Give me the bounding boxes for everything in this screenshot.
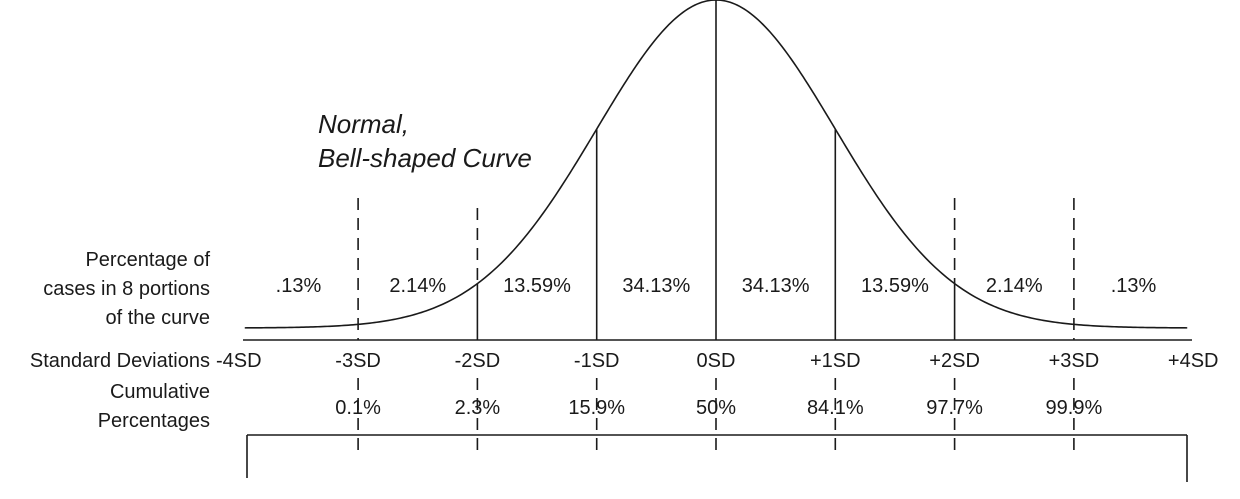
percentage-label-line-1: Percentage of bbox=[85, 249, 210, 271]
sd-tick-label: +2SD bbox=[929, 350, 980, 372]
cumulative-percentage-label: 2.3% bbox=[455, 397, 501, 419]
cumulative-percentage-label: 15.9% bbox=[568, 397, 625, 419]
cumulative-label-line-1: Cumulative bbox=[110, 381, 210, 403]
sd-tick-label: -1SD bbox=[574, 350, 620, 372]
sd-tick-label: -3SD bbox=[335, 350, 381, 372]
bell-curve bbox=[244, 0, 1188, 329]
cumulative-percentage-label: 99.9% bbox=[1046, 397, 1103, 419]
cumulative-axis bbox=[246, 378, 1188, 482]
standard-deviations-label: Standard Deviations bbox=[30, 350, 210, 372]
sd-tick-label: -2SD bbox=[455, 350, 501, 372]
portion-percentage: .13% bbox=[276, 275, 322, 297]
portion-percentage: 2.14% bbox=[986, 275, 1043, 297]
cumulative-label-line-2: Percentages bbox=[98, 410, 210, 432]
sd-tick-label: -4SD bbox=[216, 350, 262, 372]
sd-divider-lines bbox=[357, 0, 1075, 340]
sd-tick-label: 0SD bbox=[697, 350, 736, 372]
sd-tick-labels: -4SD -3SD -2SD -1SD 0SD +1SD +2SD +3SD +4SD bbox=[216, 350, 1218, 372]
portion-percentage: 13.59% bbox=[503, 275, 571, 297]
cumulative-percentage-labels: 0.1% 2.3% 15.9% 50% 84.1% 97.7% 99.9% bbox=[335, 397, 1102, 419]
percentage-label-line-3: of the curve bbox=[105, 307, 210, 329]
portion-percentage: 13.59% bbox=[861, 275, 929, 297]
sd-tick-label: +4SD bbox=[1168, 350, 1219, 372]
portion-percentage: 34.13% bbox=[622, 275, 690, 297]
curve-title-line-2: Bell-shaped Curve bbox=[318, 143, 532, 173]
cumulative-percentage-label: 50% bbox=[696, 397, 736, 419]
cumulative-percentage-label: 97.7% bbox=[926, 397, 983, 419]
portion-percentage: 34.13% bbox=[742, 275, 810, 297]
portion-percentages: .13% 2.14% 13.59% 34.13% 34.13% 13.59% 2.14% .1… bbox=[276, 275, 1157, 297]
sd-tick-label: +3SD bbox=[1049, 350, 1100, 372]
percentage-label-line-2: cases in 8 portions bbox=[43, 278, 210, 300]
cumulative-percentage-label: 0.1% bbox=[335, 397, 381, 419]
portion-percentage: .13% bbox=[1111, 275, 1157, 297]
curve-title-line-1: Normal, bbox=[318, 109, 409, 139]
sd-tick-label: +1SD bbox=[810, 350, 861, 372]
portion-percentage: 2.14% bbox=[389, 275, 446, 297]
cumulative-percentage-label: 84.1% bbox=[807, 397, 864, 419]
